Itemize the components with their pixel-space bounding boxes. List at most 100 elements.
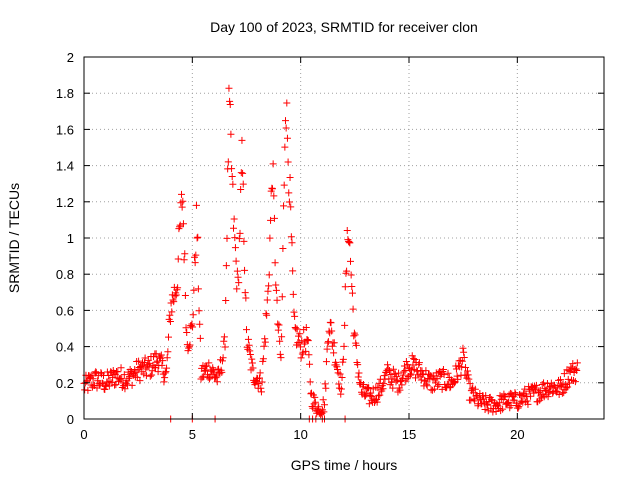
data-point [544, 393, 552, 401]
data-point [200, 373, 208, 381]
data-point [346, 239, 354, 247]
data-point [471, 397, 479, 405]
data-point [231, 244, 239, 252]
data-point [261, 335, 269, 343]
data-point [190, 286, 198, 294]
data-point [503, 399, 511, 407]
data-point [161, 369, 169, 377]
data-point [423, 380, 431, 388]
data-point [174, 284, 182, 292]
data-point [406, 371, 414, 379]
data-point [241, 266, 249, 274]
data-point [517, 397, 525, 405]
data-point [281, 143, 289, 151]
data-point [542, 387, 549, 395]
data-point [226, 100, 234, 108]
data-point [288, 239, 296, 247]
data-point [560, 389, 568, 397]
data-point [287, 233, 295, 241]
data-point [499, 405, 507, 413]
data-point [248, 355, 256, 363]
data-point [234, 273, 242, 281]
data-point [343, 227, 351, 235]
data-point [263, 296, 271, 304]
data-point [389, 365, 397, 373]
data-point [399, 371, 407, 379]
data-point [171, 292, 179, 300]
data-point [89, 375, 97, 383]
data-point [235, 279, 243, 287]
data-point [92, 368, 100, 376]
y-tick-label: 1.8 [56, 86, 74, 101]
data-point [287, 203, 295, 211]
data-point [118, 375, 126, 383]
data-point [573, 359, 581, 367]
data-point [230, 215, 238, 223]
data-point [547, 383, 555, 391]
data-point [374, 392, 382, 400]
data-point [340, 342, 348, 350]
data-point [302, 347, 310, 355]
y-tick-label: 0.8 [56, 267, 74, 282]
data-point [558, 389, 566, 397]
data-point [240, 237, 248, 245]
data-point [222, 262, 230, 270]
data-point [218, 368, 226, 376]
data-point [291, 312, 299, 320]
data-point [265, 271, 273, 279]
data-point [283, 99, 291, 107]
data-point [120, 371, 128, 379]
data-point [117, 364, 125, 372]
data-point [380, 380, 388, 388]
data-point [169, 296, 177, 304]
data-point [552, 387, 560, 395]
data-point [276, 337, 284, 345]
data-point [243, 326, 250, 334]
data-point [219, 354, 227, 362]
data-point [114, 368, 122, 376]
data-point [306, 360, 314, 368]
data-point [319, 396, 327, 404]
data-point [415, 359, 423, 367]
data-point [172, 291, 180, 299]
data-point [146, 372, 154, 380]
data-point [246, 350, 254, 358]
data-point [196, 320, 204, 328]
data-point [458, 357, 466, 365]
data-point [464, 371, 472, 379]
data-point [389, 384, 397, 392]
data-point [148, 371, 156, 379]
data-point [189, 311, 197, 319]
data-point [305, 351, 313, 359]
data-point [376, 391, 384, 399]
data-point [386, 366, 393, 374]
data-point [345, 237, 353, 245]
data-point [166, 317, 174, 325]
data-point [484, 401, 492, 409]
data-point [128, 381, 136, 389]
data-point [228, 165, 236, 173]
data-point [231, 234, 239, 242]
data-point [444, 369, 452, 377]
data-point [524, 400, 532, 408]
data-point [280, 181, 288, 189]
data-point [236, 229, 244, 237]
data-point [192, 251, 200, 259]
data-point [384, 361, 392, 369]
data-point [239, 180, 247, 188]
data-point [163, 364, 171, 372]
data-point [261, 338, 269, 346]
data-point [125, 374, 133, 382]
data-point [440, 371, 448, 379]
data-point [286, 173, 294, 181]
data-point [84, 386, 92, 394]
data-point [407, 370, 415, 378]
data-point [144, 356, 152, 364]
data-point [460, 348, 468, 356]
data-point [273, 296, 281, 304]
data-point [523, 397, 531, 405]
data-point [421, 376, 429, 384]
data-point [179, 197, 187, 205]
data-point [193, 234, 201, 242]
data-point [229, 180, 237, 188]
